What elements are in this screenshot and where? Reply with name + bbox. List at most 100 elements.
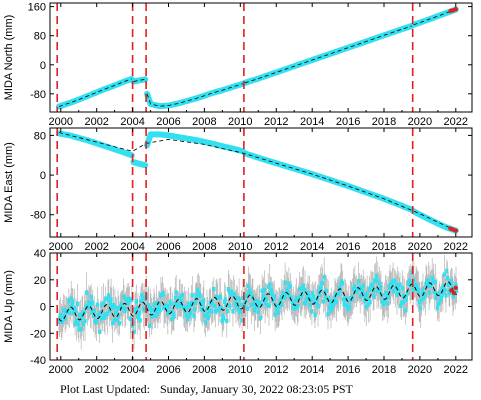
data-point	[176, 304, 180, 309]
data-segment-2	[144, 131, 246, 155]
data-point	[432, 289, 437, 294]
x-tick-label: 2022	[444, 241, 468, 253]
x-tick-label: 2000	[49, 116, 73, 128]
x-tick-label: 2014	[300, 116, 324, 128]
data-point	[61, 314, 65, 319]
data-point	[167, 304, 171, 309]
data-point	[337, 292, 341, 297]
data-point	[213, 303, 217, 309]
data-points	[57, 268, 459, 334]
data-point	[449, 278, 453, 283]
data-point	[430, 276, 434, 281]
data-point	[85, 290, 89, 295]
data-point	[241, 295, 245, 301]
data-point	[437, 300, 441, 305]
data-point	[223, 297, 227, 302]
x-tick-label: 2004	[120, 116, 144, 128]
x-tick-label: 2020	[408, 116, 432, 128]
data-point	[400, 300, 404, 305]
data-point	[365, 291, 369, 296]
data-point	[331, 302, 335, 307]
data-segment-1	[130, 159, 149, 169]
y-tick-label: -80	[30, 89, 46, 101]
data-point	[98, 329, 102, 334]
data-point	[137, 315, 141, 320]
data-point	[321, 280, 325, 286]
data-point	[309, 297, 313, 302]
plot-updated-value: Sunday, January 30, 2022 08:23:05 PST	[160, 382, 353, 396]
data-point	[283, 280, 287, 285]
data-point	[180, 292, 184, 298]
data-point	[415, 282, 419, 288]
x-tick-label: 2010	[228, 364, 252, 376]
data-point	[379, 284, 383, 290]
data-point	[108, 308, 112, 313]
data-point	[269, 287, 273, 293]
data-point	[441, 290, 445, 295]
data-point	[374, 274, 378, 279]
data-point	[78, 312, 82, 317]
data-point	[57, 319, 61, 325]
x-tick-label: 2006	[156, 116, 180, 128]
data-point	[276, 310, 280, 315]
x-tick-label: 2014	[300, 364, 324, 376]
data-point	[337, 285, 342, 291]
data-point	[382, 301, 386, 306]
data-point	[439, 295, 443, 301]
model-line	[58, 281, 457, 322]
data-point	[147, 303, 151, 308]
data-point	[289, 296, 293, 301]
data-segment-3	[241, 22, 415, 86]
data-point	[308, 302, 312, 308]
data-point	[360, 289, 365, 294]
data-point	[156, 311, 160, 316]
data-point	[202, 298, 206, 303]
data-point	[154, 300, 158, 306]
data-point	[91, 300, 95, 306]
data-point	[199, 300, 203, 305]
y-tick-label: 40	[34, 248, 46, 260]
data-point	[94, 320, 99, 325]
data-point	[77, 327, 81, 332]
data-point	[108, 301, 112, 307]
x-tick-label: 2012	[264, 364, 288, 376]
data-point	[455, 288, 459, 294]
data-point	[207, 308, 211, 313]
data-point	[127, 299, 131, 304]
data-point	[119, 301, 123, 307]
data-point	[79, 327, 83, 332]
data-point	[80, 314, 84, 319]
x-tick-label: 2018	[372, 364, 396, 376]
data-point	[407, 278, 411, 283]
data-point	[98, 310, 102, 315]
data-point	[450, 284, 454, 289]
y-axis-label: MIDA East (mm)	[3, 142, 15, 223]
data-point	[330, 299, 334, 304]
data-point	[169, 301, 173, 306]
data-point	[386, 294, 391, 300]
data-point	[225, 318, 229, 324]
data-point	[167, 309, 171, 315]
data-point	[101, 315, 105, 320]
data-point	[370, 283, 374, 288]
data-point	[205, 306, 209, 312]
data-point	[221, 313, 225, 318]
data-point	[400, 285, 404, 291]
data-point	[295, 295, 299, 300]
data-point	[190, 293, 194, 298]
data-point	[184, 313, 188, 318]
data-point	[243, 305, 247, 310]
data-point	[75, 318, 79, 323]
data-point	[111, 320, 115, 326]
data-point	[267, 303, 271, 309]
data-point	[324, 288, 328, 293]
data-point	[95, 302, 99, 307]
data-point	[419, 296, 424, 302]
data-point	[229, 289, 233, 294]
data-point	[328, 301, 332, 306]
data-point	[279, 294, 283, 300]
data-point	[285, 287, 289, 292]
data-point	[422, 296, 426, 301]
x-tick-label: 2000	[49, 241, 73, 253]
data-point	[372, 294, 376, 299]
